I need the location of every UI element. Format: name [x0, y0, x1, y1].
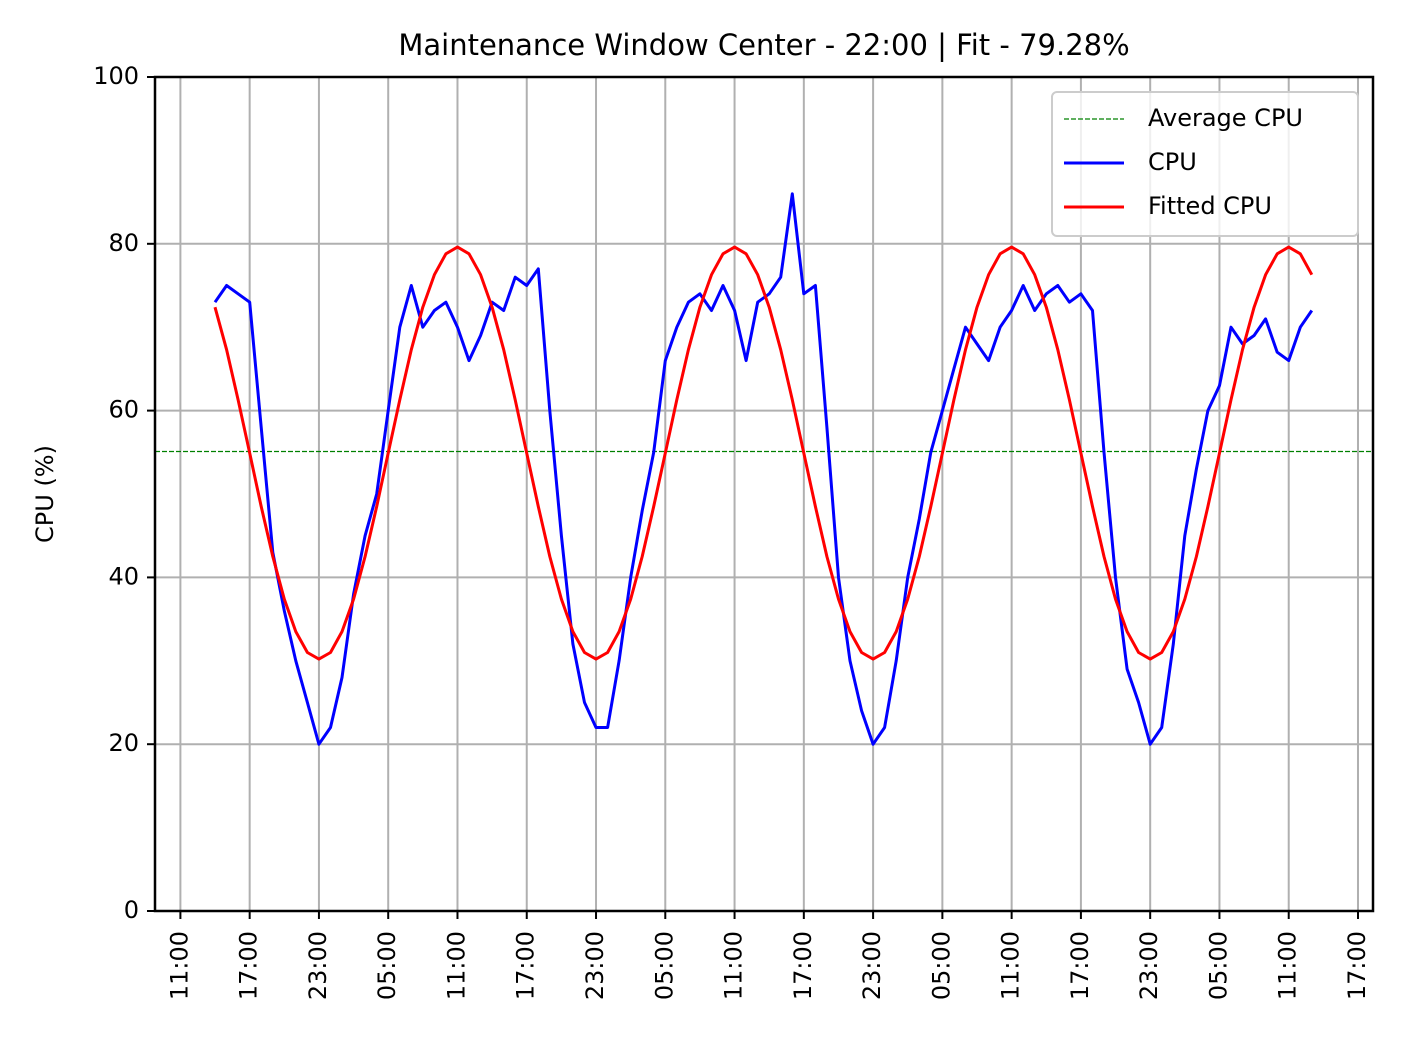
- x-tick-label: 17:00: [789, 931, 817, 1000]
- y-tick-label: 40: [108, 562, 139, 590]
- legend: Average CPU CPU Fitted CPU: [1051, 91, 1359, 237]
- legend-box: [1051, 91, 1359, 237]
- x-tick-label: 11:00: [720, 931, 748, 1000]
- x-tick-label: 05:00: [650, 931, 678, 1000]
- x-tick-label: 17:00: [1066, 931, 1094, 1000]
- y-tick-label: 60: [108, 396, 139, 424]
- legend-label: Average CPU: [1148, 104, 1303, 132]
- series-line: [213, 192, 1314, 746]
- y-tick-label: 20: [108, 729, 139, 757]
- plot-frame: [153, 75, 1375, 913]
- legend-label: CPU: [1148, 148, 1197, 176]
- y-tick-label: 0: [124, 896, 139, 924]
- x-tick-label: 23:00: [1135, 931, 1163, 1000]
- x-tick-label: 23:00: [304, 931, 332, 1000]
- x-tick-label: 17:00: [1343, 931, 1371, 1000]
- legend-label: Fitted CPU: [1148, 192, 1272, 220]
- chart-title: Maintenance Window Center - 22:00 | Fit …: [398, 28, 1129, 62]
- y-axis-label: CPU (%): [31, 445, 59, 543]
- x-tick-label: 05:00: [927, 931, 955, 1000]
- x-tick-label: 05:00: [373, 931, 401, 1000]
- x-tick-label: 11:00: [442, 931, 470, 1000]
- series-line: [213, 245, 1314, 661]
- y-tick-label: 100: [93, 62, 139, 90]
- x-tick-label: 05:00: [1204, 931, 1232, 1000]
- x-tick-label: 23:00: [858, 931, 886, 1000]
- x-tick-label: 11:00: [165, 931, 193, 1000]
- x-tick-label: 23:00: [581, 931, 609, 1000]
- x-tick-label: 17:00: [235, 931, 263, 1000]
- x-tick-label: 17:00: [512, 931, 540, 1000]
- y-tick-label: 80: [108, 229, 139, 257]
- x-tick-label: 11:00: [997, 931, 1025, 1000]
- x-tick-label: 11:00: [1274, 931, 1302, 1000]
